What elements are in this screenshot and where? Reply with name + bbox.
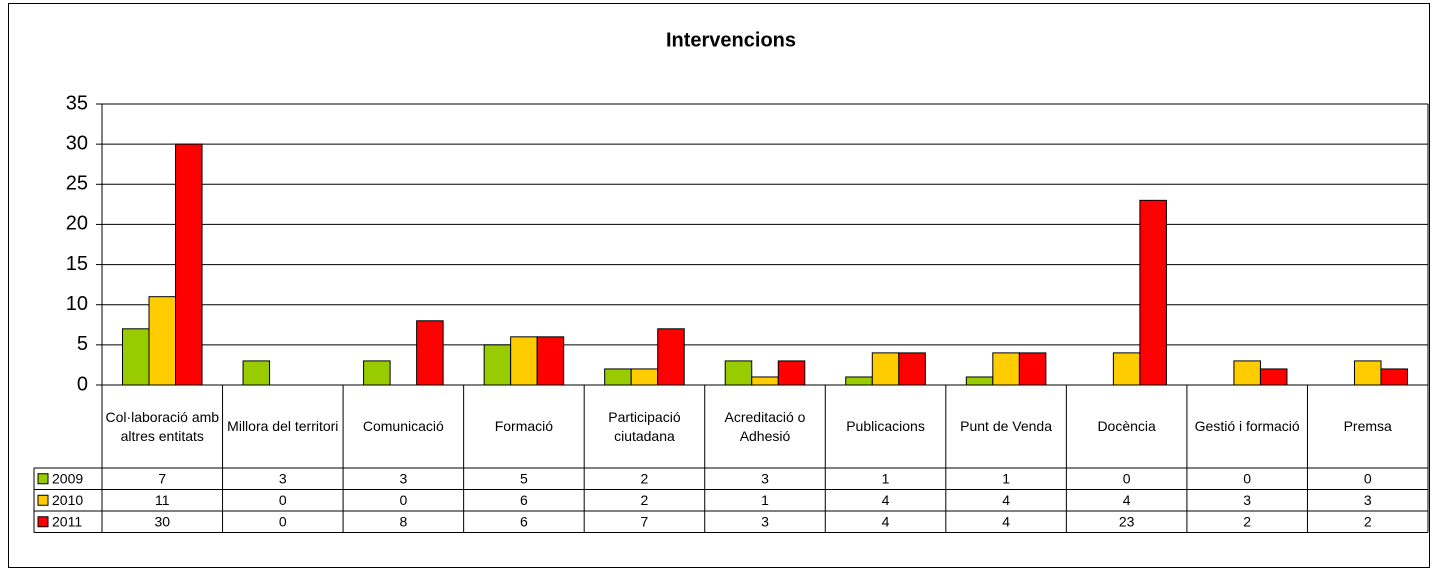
bar — [416, 320, 444, 386]
bar — [1380, 368, 1409, 386]
x-tick-label: Comunicació — [362, 418, 444, 434]
table-value: 2 — [641, 470, 649, 486]
table-value: 2 — [1364, 513, 1372, 529]
table-value: 3 — [1243, 492, 1251, 508]
table-value: 2 — [641, 492, 649, 508]
table-value: 5 — [520, 470, 528, 486]
bar — [657, 328, 685, 386]
table-value: 0 — [1123, 470, 1131, 486]
legend-key — [37, 516, 49, 528]
x-tick-label: Premsa — [1343, 418, 1392, 434]
table-value: 1 — [761, 492, 769, 508]
bar — [871, 352, 900, 386]
x-tick-label: Acreditació o Adhesió — [724, 408, 806, 444]
table-value: 11 — [155, 492, 170, 508]
bar — [536, 336, 565, 386]
y-tick-label: 15 — [66, 253, 88, 275]
bar — [992, 352, 1020, 386]
chart-border — [8, 3, 1430, 568]
bar — [1139, 199, 1167, 386]
y-tick-label: 5 — [77, 333, 88, 355]
table-value: 4 — [1123, 492, 1131, 508]
legend-label: 2010 — [52, 492, 83, 508]
bar — [175, 143, 203, 386]
table-value: 4 — [882, 492, 890, 508]
legend-key — [37, 494, 49, 506]
bar — [1233, 360, 1261, 386]
table-value: 4 — [1002, 513, 1010, 529]
table-value: 6 — [520, 513, 528, 529]
table-value: 8 — [399, 513, 407, 529]
y-tick-label: 30 — [66, 132, 88, 154]
table-value: 0 — [1243, 470, 1251, 486]
table-value: 0 — [1364, 470, 1372, 486]
bar — [1018, 352, 1047, 386]
bar — [363, 360, 391, 386]
bar — [510, 336, 538, 386]
bar — [148, 296, 177, 386]
bar — [604, 368, 632, 386]
table-value: 4 — [1002, 492, 1010, 508]
table-value: 1 — [1002, 470, 1010, 486]
x-tick-label: Docència — [1097, 418, 1156, 434]
table-value: 7 — [158, 470, 166, 486]
bar — [242, 360, 271, 386]
bar — [777, 360, 806, 386]
table-value: 2 — [1243, 513, 1251, 529]
bar — [1259, 368, 1288, 386]
bar — [1112, 352, 1141, 386]
table-value: 30 — [154, 513, 170, 529]
table-value: 4 — [882, 513, 890, 529]
legend-label: 2009 — [52, 470, 83, 486]
bar — [898, 352, 926, 386]
bar — [845, 376, 873, 386]
table-value: 23 — [1119, 513, 1135, 529]
y-tick-label: 20 — [66, 213, 88, 235]
y-tick-label: 35 — [66, 92, 88, 114]
table-value: 3 — [1364, 492, 1372, 508]
x-tick-label: Publicacions — [846, 418, 925, 434]
x-tick-label: Gestió i formació — [1194, 418, 1300, 434]
table-value: 0 — [399, 492, 407, 508]
bar — [751, 376, 779, 386]
table-value: 0 — [279, 513, 287, 529]
x-tick-label: Punt de Venda — [960, 418, 1053, 434]
x-tick-label: Participació ciutadana — [608, 408, 681, 444]
x-tick-label: Col·laboració amb altres entitats — [105, 408, 220, 444]
table-value: 3 — [399, 470, 407, 486]
table-value: 3 — [761, 470, 769, 486]
table-value: 3 — [279, 470, 287, 486]
x-tick-label: Formació — [494, 418, 554, 434]
table-value: 7 — [641, 513, 649, 529]
table-value: 1 — [882, 470, 890, 486]
bar — [965, 376, 994, 386]
legend-label: 2011 — [52, 513, 82, 529]
bar — [121, 328, 150, 386]
table-value: 6 — [520, 492, 528, 508]
table-value: 0 — [279, 492, 287, 508]
y-tick-label: 0 — [77, 373, 88, 395]
y-tick-label: 25 — [66, 173, 88, 195]
chart-title: Intervencions — [666, 29, 796, 51]
y-tick-label: 10 — [66, 293, 88, 315]
table-value: 3 — [761, 513, 769, 529]
bar — [483, 344, 512, 386]
bar — [630, 368, 659, 386]
bar — [724, 360, 753, 386]
x-tick-label: Millora del territori — [227, 418, 339, 434]
bar — [1353, 360, 1382, 386]
legend-key — [37, 473, 49, 485]
